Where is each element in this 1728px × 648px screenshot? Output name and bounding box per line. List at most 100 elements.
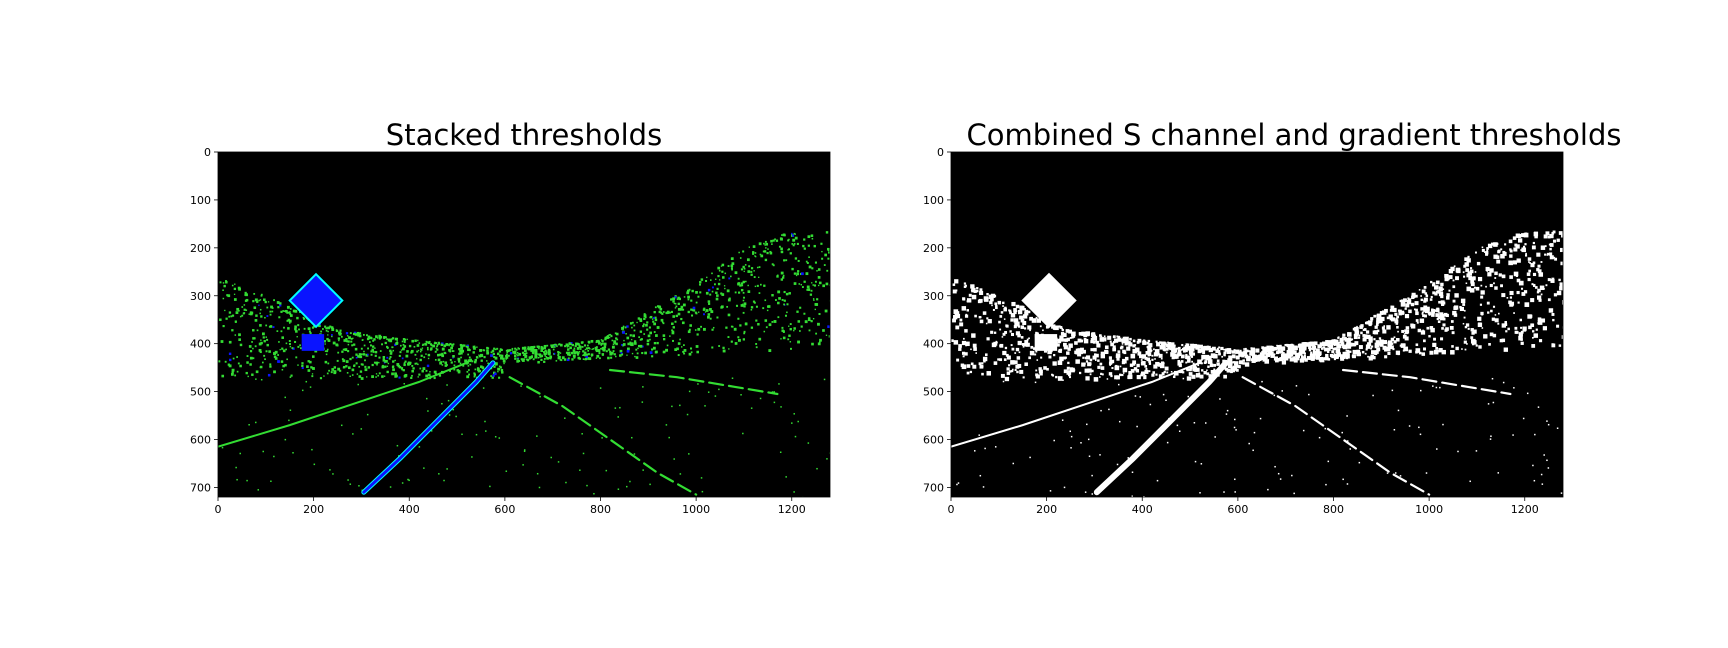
noise-dot (697, 383, 699, 385)
speckle (648, 326, 651, 329)
noise-dot (1419, 433, 1422, 436)
speckle (963, 337, 965, 340)
speckle (219, 281, 222, 284)
noise-dot (771, 391, 774, 393)
speckle (509, 352, 513, 355)
speckle (789, 252, 792, 255)
speckle (777, 290, 781, 294)
speckle (594, 346, 598, 350)
speckle (789, 328, 792, 331)
speckle (338, 339, 340, 342)
speckle (557, 352, 560, 355)
speckle (750, 309, 753, 311)
speckle (788, 292, 791, 295)
speckle (1518, 332, 1523, 337)
speckle (999, 315, 1003, 318)
speckle (1158, 353, 1163, 358)
speckle (771, 294, 774, 297)
speckle (985, 353, 988, 356)
speckle (672, 326, 675, 329)
speckle (1146, 345, 1149, 349)
speckle (1017, 363, 1022, 368)
speckle (1295, 352, 1300, 358)
noise-dot (1204, 422, 1207, 424)
speckle (1554, 257, 1558, 261)
speckle (1035, 369, 1038, 372)
speckle (1438, 291, 1444, 297)
speckle (1135, 347, 1140, 353)
speckle (1531, 245, 1536, 250)
speckle (1481, 327, 1484, 329)
speckle (1363, 334, 1368, 339)
speckle (654, 316, 657, 319)
speckle (1224, 367, 1229, 371)
speckle (1410, 324, 1416, 329)
speckle (545, 351, 548, 354)
speckle (827, 257, 830, 260)
speckle (392, 360, 395, 363)
speckle (1121, 338, 1126, 344)
speckle (638, 336, 641, 339)
speckle (1425, 294, 1429, 297)
speckle (1383, 325, 1386, 327)
speckle (375, 335, 378, 338)
speckle (631, 321, 634, 324)
noise-dot (1261, 380, 1263, 383)
speckle (1084, 368, 1089, 373)
speckle (1553, 256, 1556, 259)
speckle (571, 358, 574, 361)
speckle (629, 334, 632, 337)
speckle (1334, 342, 1338, 346)
speckle (1442, 314, 1445, 317)
speckle (366, 353, 369, 356)
speckle (1332, 341, 1336, 345)
speckle (1367, 342, 1372, 347)
speckle (1200, 362, 1203, 365)
speckle (966, 364, 971, 368)
speckle (1173, 348, 1178, 353)
noise-dot (1063, 486, 1066, 489)
speckle (982, 311, 987, 315)
speckle (1471, 342, 1475, 346)
speckle (371, 345, 375, 348)
speckle (824, 253, 827, 257)
speckle (1059, 348, 1063, 351)
speckle (1268, 349, 1271, 352)
speckle (1200, 346, 1204, 350)
speckle (281, 336, 284, 339)
speckle (783, 259, 786, 262)
speckle (1071, 336, 1074, 339)
speckle (1020, 336, 1024, 339)
speckle (434, 342, 437, 345)
speckle (1018, 351, 1021, 354)
speckle (243, 304, 246, 306)
speckle (1024, 343, 1028, 347)
speckle (611, 339, 614, 342)
speckle (952, 318, 956, 323)
speckle (1010, 318, 1014, 322)
speckle (526, 358, 530, 362)
speckle (766, 309, 769, 312)
speckle (982, 356, 988, 362)
speckle (1129, 337, 1132, 341)
speckle (789, 341, 792, 343)
speckle (1126, 346, 1131, 351)
speckle (466, 375, 470, 379)
speckle (1472, 277, 1476, 281)
speckle (1396, 315, 1399, 319)
noise-dot (1099, 454, 1101, 456)
speckle (441, 364, 444, 366)
speckle (1100, 335, 1103, 338)
speckle (1039, 372, 1043, 376)
speckle (1469, 288, 1475, 293)
speckle (822, 284, 826, 288)
speckle (680, 346, 683, 348)
speckle (970, 362, 974, 366)
speckle (1397, 309, 1401, 312)
speckle (772, 264, 775, 267)
speckle (792, 234, 795, 237)
speckle (417, 339, 419, 342)
speckle (458, 360, 461, 363)
speckle (1279, 357, 1284, 362)
speckle (534, 353, 538, 357)
